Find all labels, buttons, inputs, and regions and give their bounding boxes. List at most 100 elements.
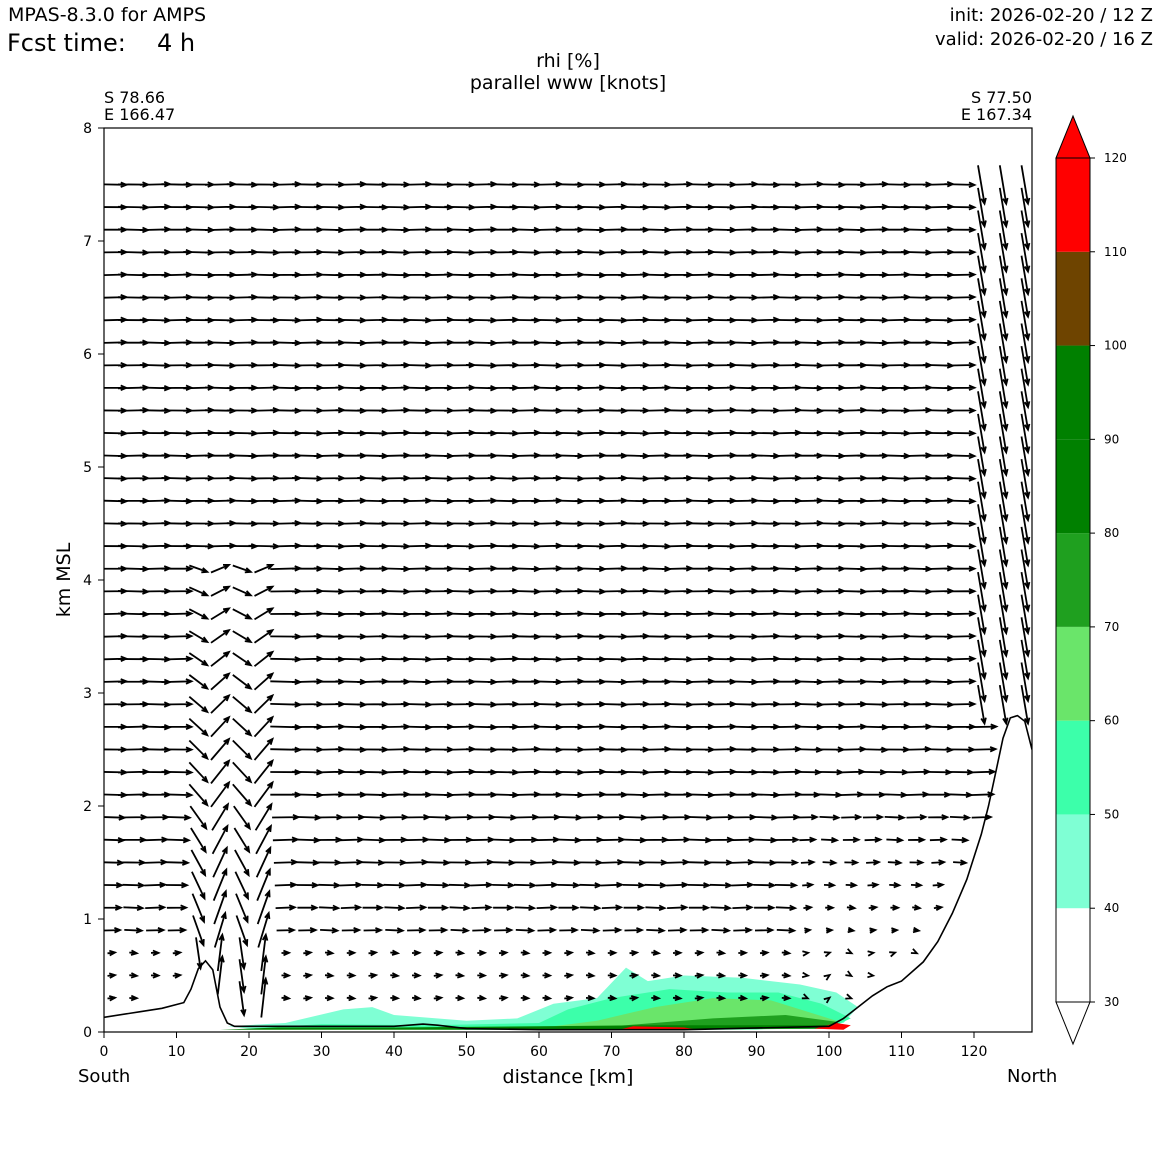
- wind-vector: [944, 452, 977, 460]
- wind-vector: [1020, 232, 1031, 274]
- wind-vector: [385, 927, 405, 934]
- wind-vector: [931, 859, 947, 866]
- wind-vector: [533, 836, 561, 843]
- wind-vector: [774, 882, 799, 889]
- wind-vector: [188, 783, 209, 807]
- wind-vector: [210, 715, 231, 738]
- wind-vector: [210, 780, 231, 808]
- wind-vector: [253, 737, 274, 761]
- wind-vector: [216, 954, 225, 995]
- wind-vector: [1020, 662, 1031, 704]
- wind-vector: [536, 904, 559, 911]
- wind-vector: [188, 761, 209, 784]
- wind-vector: [889, 951, 898, 958]
- left-lon: E 166.47: [104, 105, 176, 124]
- wind-vector: [947, 791, 974, 799]
- wind-vector: [944, 655, 977, 663]
- wind-vector: [405, 881, 429, 889]
- wind-vector: [944, 633, 977, 640]
- wind-vector: [729, 836, 757, 843]
- wind-vector: [253, 628, 275, 644]
- colorbar-tick-label: 110: [1104, 245, 1127, 259]
- wind-vector: [490, 836, 518, 844]
- wind-vector: [977, 345, 987, 387]
- wind-vector: [256, 867, 271, 901]
- wind-vector: [732, 904, 754, 911]
- wind-vector: [776, 927, 797, 934]
- wind-vector: [498, 949, 509, 957]
- wind-vector: [944, 316, 977, 324]
- wind-vector: [381, 836, 409, 844]
- model-title: MPAS-8.3.0 for AMPS: [8, 4, 207, 26]
- wind-vector: [297, 904, 319, 911]
- wind-vector: [213, 910, 227, 948]
- wind-vector: [556, 859, 582, 866]
- wind-vector: [107, 949, 118, 957]
- colorbar-tick-label: 120: [1104, 151, 1127, 165]
- x-tick-label: 60: [530, 1044, 548, 1060]
- wind-vector: [341, 927, 362, 934]
- wind-vector: [933, 904, 944, 911]
- wind-vector: [513, 882, 538, 889]
- wind-vector: [210, 607, 231, 621]
- wind-vector: [542, 994, 553, 1002]
- wind-vector: [823, 881, 837, 889]
- wind-vector: [238, 959, 247, 994]
- wind-vector: [908, 836, 927, 844]
- wind-vector: [303, 995, 314, 1002]
- colorbar-extend-min: [1055, 1001, 1091, 1046]
- wind-vector: [254, 802, 273, 831]
- wind-vector: [998, 504, 1009, 545]
- wind-vector: [998, 165, 1009, 206]
- wind-vector: [1020, 345, 1031, 387]
- wind-vector: [821, 836, 840, 844]
- wind-vector: [256, 889, 271, 925]
- y-tick-label: 7: [83, 234, 92, 250]
- wind-vector: [998, 526, 1009, 568]
- wind-vector: [1020, 300, 1031, 342]
- wind-vector: [607, 972, 618, 979]
- wind-vector: [716, 972, 727, 979]
- wind-vector: [825, 904, 836, 911]
- wind-vector: [498, 972, 509, 979]
- wind-vector: [188, 586, 210, 597]
- colorbar-tick-label: 90: [1104, 432, 1119, 446]
- wind-vector: [977, 255, 987, 297]
- direction-north: North: [1007, 1066, 1058, 1087]
- wind-vector: [884, 814, 907, 821]
- x-tick-label: 70: [603, 1044, 621, 1060]
- terrain-line: [104, 714, 1032, 1031]
- wind-vector: [629, 949, 640, 957]
- wind-vector: [166, 904, 189, 911]
- wind-vector: [622, 882, 647, 889]
- wind-vector: [564, 972, 575, 979]
- wind-vector: [944, 249, 977, 256]
- wind-vector: [887, 859, 903, 866]
- wind-vector: [1020, 571, 1031, 613]
- wind-vector: [966, 746, 998, 753]
- wind-vector: [966, 723, 999, 730]
- wind-vector: [998, 571, 1009, 613]
- wind-vector: [253, 715, 275, 738]
- wind-vector: [368, 949, 379, 957]
- wind-vector: [346, 949, 357, 957]
- wind-vector: [944, 430, 977, 437]
- wind-vector: [188, 652, 210, 667]
- wind-vector: [477, 949, 488, 957]
- wind-vector: [281, 949, 292, 957]
- wind-vector: [537, 927, 558, 934]
- wind-vector: [129, 949, 140, 956]
- wind-vector: [161, 655, 194, 663]
- colorbar-frame: [1055, 157, 1091, 1003]
- wind-vector: [520, 949, 531, 956]
- wind-vector: [775, 904, 798, 912]
- wind-vector: [295, 859, 321, 866]
- wind-vector: [838, 791, 866, 798]
- wind-vector: [1020, 481, 1031, 523]
- wind-vector: [471, 904, 493, 911]
- wind-vector: [825, 927, 835, 934]
- wind-vector: [1020, 684, 1031, 726]
- wind-vector: [977, 549, 987, 591]
- wind-vector: [781, 994, 792, 1002]
- x-tick-label: 90: [748, 1044, 766, 1060]
